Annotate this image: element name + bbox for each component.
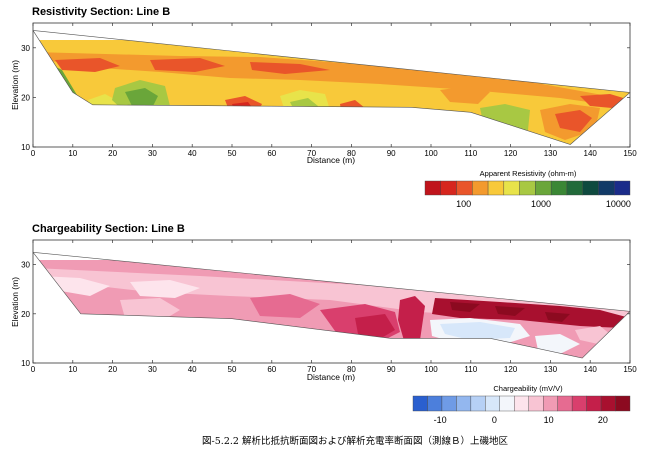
chargeability-x-label: Distance (m): [307, 372, 355, 382]
figure-caption: 図-5.2.2 解析比抵抗断面図および解析充電率断面図（測線Ｂ）上磯地区: [202, 435, 508, 447]
chargeability-colorbar-swatch: [543, 395, 558, 412]
resistivity-colorbar-swatch: [503, 180, 520, 196]
chargeability-x-tick-label: 100: [424, 365, 438, 374]
resistivity-x-tick-label: 70: [307, 149, 316, 158]
resistivity-colorbar-swatch: [456, 180, 473, 196]
chargeability-colorbar-swatch: [557, 395, 573, 412]
resistivity-x-tick-label: 20: [108, 149, 117, 158]
resistivity-colorbar-tick-label: 100: [456, 199, 471, 209]
chargeability-x-tick-label: 60: [267, 365, 276, 374]
chargeability-colorbar-tick-label: 0: [492, 415, 497, 425]
resistivity-x-tick-label: 140: [584, 149, 598, 158]
resistivity-colorbar-swatch: [582, 180, 599, 196]
resistivity-colorbar-tick-label: 1000: [531, 199, 551, 209]
resistivity-x-label: Distance (m): [307, 155, 355, 165]
chargeability-x-tick-label: 80: [347, 365, 356, 374]
resistivity-colorbar-swatch: [487, 180, 505, 196]
chargeability-colorbar-swatch: [470, 395, 486, 412]
chargeability-colorbar-swatch: [571, 395, 587, 412]
resistivity-x-tick-label: 150: [623, 149, 637, 158]
chargeability-colorbar-swatch: [441, 395, 457, 412]
chargeability-x-tick-label: 0: [31, 365, 36, 374]
resistivity-colorbar-swatch: [519, 180, 536, 196]
chargeability-x-tick-label: 20: [108, 365, 117, 374]
chargeability-y-label: Elevation (m): [10, 277, 20, 327]
resistivity-colorbar-swatch: [535, 180, 552, 196]
resistivity-x-tick-label: 0: [31, 149, 36, 158]
resistivity-panel: Resistivity Section: Line B: [10, 6, 637, 209]
chargeability-x-tick-label: 30: [148, 365, 157, 374]
chargeability-colorbar-swatch: [600, 395, 616, 412]
chargeability-x-tick-label: 110: [464, 365, 477, 374]
resistivity-x-tick-label: 90: [387, 149, 396, 158]
resistivity-colorbar-swatch: [566, 180, 583, 196]
chargeability-y-tick-label: 30: [21, 261, 30, 270]
resistivity-x-tick-label: 100: [424, 149, 438, 158]
resistivity-x-tick-label: 120: [504, 149, 518, 158]
chargeability-colorbar-title: Chargeability (mV/V): [493, 384, 563, 393]
chargeability-x-tick-label: 90: [387, 365, 396, 374]
chargeability-y-tick-label: 10: [21, 359, 30, 368]
resistivity-x-tick-label: 130: [544, 149, 558, 158]
chargeability-colorbar-tick-label: 20: [598, 415, 608, 425]
chargeability-x-tick-label: 70: [307, 365, 316, 374]
chargeability-section-outline: [32, 251, 631, 359]
chargeability-colorbar-swatch: [412, 395, 428, 412]
resistivity-y-label: Elevation (m): [10, 60, 20, 110]
resistivity-y-tick-label: 10: [21, 143, 30, 152]
resistivity-x-tick-label: 80: [347, 149, 356, 158]
chargeability-colorbar-tick-label: 10: [544, 415, 554, 425]
chargeability-colorbar-swatch: [615, 395, 631, 412]
chargeability-colorbar-swatch: [456, 395, 472, 412]
resistivity-x-tick-label: 10: [68, 149, 77, 158]
resistivity-x-tick-label: 40: [188, 149, 197, 158]
chargeability-x-tick-label: 150: [623, 365, 637, 374]
resistivity-x-tick-label: 30: [148, 149, 157, 158]
resistivity-colorbar-swatch: [424, 180, 441, 196]
chargeability-colorbar-tick-label: -10: [434, 415, 447, 425]
resistivity-colorbar-swatch: [440, 180, 457, 196]
chargeability-x-ticks: 0 10 20 30 40 50 60 70 80 90 100 110 120 130 140 150: [31, 240, 637, 374]
chargeability-colorbar-swatch: [485, 395, 501, 412]
chargeability-x-tick-label: 10: [68, 365, 77, 374]
resistivity-colorbar-swatch: [598, 180, 615, 196]
chargeability-x-tick-label: 40: [188, 365, 197, 374]
chargeability-colorbar-swatch: [514, 395, 529, 412]
resistivity-x-tick-label: 110: [464, 149, 477, 158]
chargeability-title: Chargeability Section: Line B: [32, 223, 185, 235]
chargeability-x-tick-label: 120: [504, 365, 518, 374]
resistivity-y-tick-label: 30: [21, 44, 30, 53]
chargeability-colorbar-swatch: [427, 395, 443, 412]
resistivity-colorbar-tick-label: 10000: [606, 199, 631, 209]
resistivity-colorbar-swatch: [614, 180, 631, 196]
chargeability-colorbar-swatch: [528, 395, 544, 412]
resistivity-colorbar: 100 1000 10000: [424, 180, 631, 209]
chargeability-y-ticks: 30 20 10: [21, 261, 630, 368]
resistivity-y-ticks: 30 20 10: [21, 44, 630, 152]
chargeability-x-tick-label: 140: [584, 365, 598, 374]
resistivity-x-tick-label: 60: [267, 149, 276, 158]
resistivity-colorbar-title: Apparent Resistivity (ohm-m): [480, 169, 577, 178]
chargeability-x-tick-label: 130: [544, 365, 558, 374]
chargeability-x-tick-label: 50: [228, 365, 237, 374]
chargeability-colorbar-swatch: [586, 395, 602, 412]
resistivity-x-tick-label: 50: [228, 149, 237, 158]
resistivity-y-tick-label: 20: [21, 93, 30, 102]
resistivity-colorbar-swatch: [472, 180, 489, 196]
resistivity-colorbar-swatch: [550, 180, 568, 196]
chargeability-panel: Chargeability Section: Line B 0 10 20 30 40 5…: [10, 223, 637, 425]
chargeability-colorbar: -10 0 10 20: [412, 395, 631, 425]
chargeability-colorbar-swatch: [499, 395, 515, 412]
resistivity-x-ticks: 0 10 20 30 40 50 60 70 80 90 100 110 120 130 140 150: [31, 23, 637, 158]
chargeability-y-tick-label: 20: [21, 310, 30, 319]
resistivity-section-outline: [32, 30, 631, 145]
resistivity-title: Resistivity Section: Line B: [32, 6, 170, 18]
